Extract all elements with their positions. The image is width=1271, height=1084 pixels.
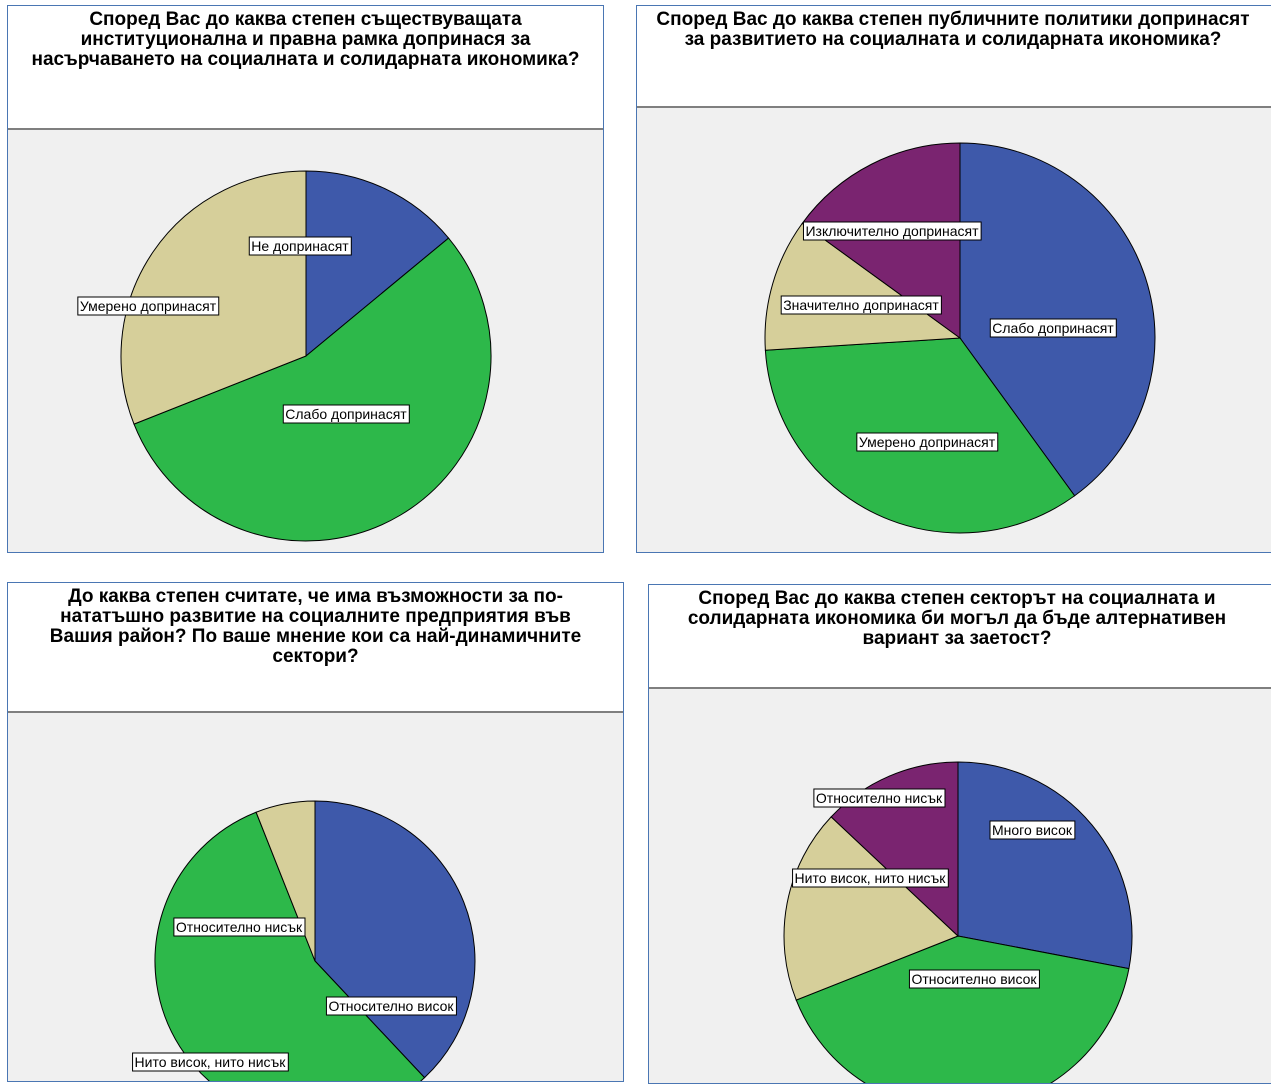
- svg-text:Умерено допринасят: Умерено допринасят: [859, 434, 996, 450]
- slice-label: Относително висок: [908, 969, 1040, 989]
- pie-chart-3: Относително висок Нито висок, нито нисък О…: [132, 800, 476, 1081]
- slice-label: Относително нисък: [173, 917, 306, 937]
- chart-title-4: Според Вас до каква степен секторът на с…: [649, 585, 1271, 689]
- chart-title-1: Според Вас до каква степен съществуващат…: [8, 6, 603, 130]
- svg-text:Относително нисък: Относително нисък: [176, 919, 303, 935]
- svg-text:Относително висок: Относително висок: [328, 998, 454, 1014]
- pie-slice: [957, 761, 1133, 970]
- slice-label: Много висок: [989, 820, 1076, 840]
- slice-label: Слабо допринасят: [989, 318, 1117, 338]
- chart-panel-4: Според Вас до каква степен секторът на с…: [648, 584, 1271, 1084]
- slice-label: Изключително допринасят: [802, 221, 982, 241]
- pie-slice: [133, 237, 492, 542]
- svg-text:Относително нисък: Относително нисък: [816, 790, 943, 806]
- slice-label: Нито висок, нито нисък: [792, 868, 949, 888]
- slice-label: Слабо допринасят: [282, 404, 410, 424]
- svg-text:Изключително допринасят: Изключително допринасят: [805, 223, 979, 239]
- chart-panel-2: Според Вас до каква степен публичните по…: [636, 5, 1271, 553]
- svg-text:Значително допринасят: Значително допринасят: [783, 297, 939, 313]
- chart-panel-3: До каква степен считате, че има възможно…: [7, 582, 624, 1082]
- pie-chart-2: Слабо допринасят Умерено допринасят Значит…: [764, 142, 1156, 534]
- pie-slice: [795, 935, 1130, 1083]
- plot-area-1: Не допринасят Слабо допринасят Умерено доп…: [8, 130, 603, 552]
- pie-slice: [305, 170, 450, 358]
- slice-label: Не допринасят: [248, 236, 352, 256]
- svg-text:Относително висок: Относително висок: [911, 971, 1037, 987]
- chart-title-3: До каква степен считате, че има възможно…: [8, 583, 623, 713]
- pie-slice: [764, 222, 962, 351]
- pie-chart-4: Много висок Относително висок Нито висок, …: [783, 761, 1133, 1083]
- svg-text:Слабо допринасят: Слабо допринасят: [992, 320, 1114, 336]
- pie-chart-1: Не допринасят Слабо допринасят Умерено доп…: [77, 170, 492, 542]
- svg-text:Слабо допринасят: Слабо допринасят: [285, 406, 407, 422]
- slice-label: Значително допринасят: [780, 295, 942, 315]
- svg-text:Нито висок, нито нисък: Нито висок, нито нисък: [795, 870, 947, 886]
- svg-text:Умерено допринасят: Умерено допринасят: [80, 298, 217, 314]
- svg-text:Нито висок, нито нисък: Нито висок, нито нисък: [135, 1054, 287, 1070]
- svg-text:Не допринасят: Не допринасят: [251, 238, 349, 254]
- slice-label: Умерено допринасят: [856, 432, 999, 452]
- chart-title-2: Според Вас до каква степен публичните по…: [637, 6, 1271, 108]
- pie-slice: [783, 816, 959, 1001]
- chart-panel-1: Според Вас до каква степен съществуващат…: [7, 5, 604, 553]
- svg-text:Много висок: Много висок: [992, 822, 1073, 838]
- slice-label: Относително нисък: [813, 788, 946, 808]
- slice-label: Умерено допринасят: [77, 296, 220, 316]
- plot-area-2: Слабо допринасят Умерено допринасят Значит…: [637, 108, 1271, 552]
- slice-label: Нито висок, нито нисък: [132, 1052, 289, 1072]
- slice-label: Относително висок: [325, 996, 457, 1016]
- plot-area-4: Много висок Относително висок Нито висок, …: [649, 689, 1271, 1083]
- plot-area-3: Относително висок Нито висок, нито нисък О…: [8, 713, 623, 1081]
